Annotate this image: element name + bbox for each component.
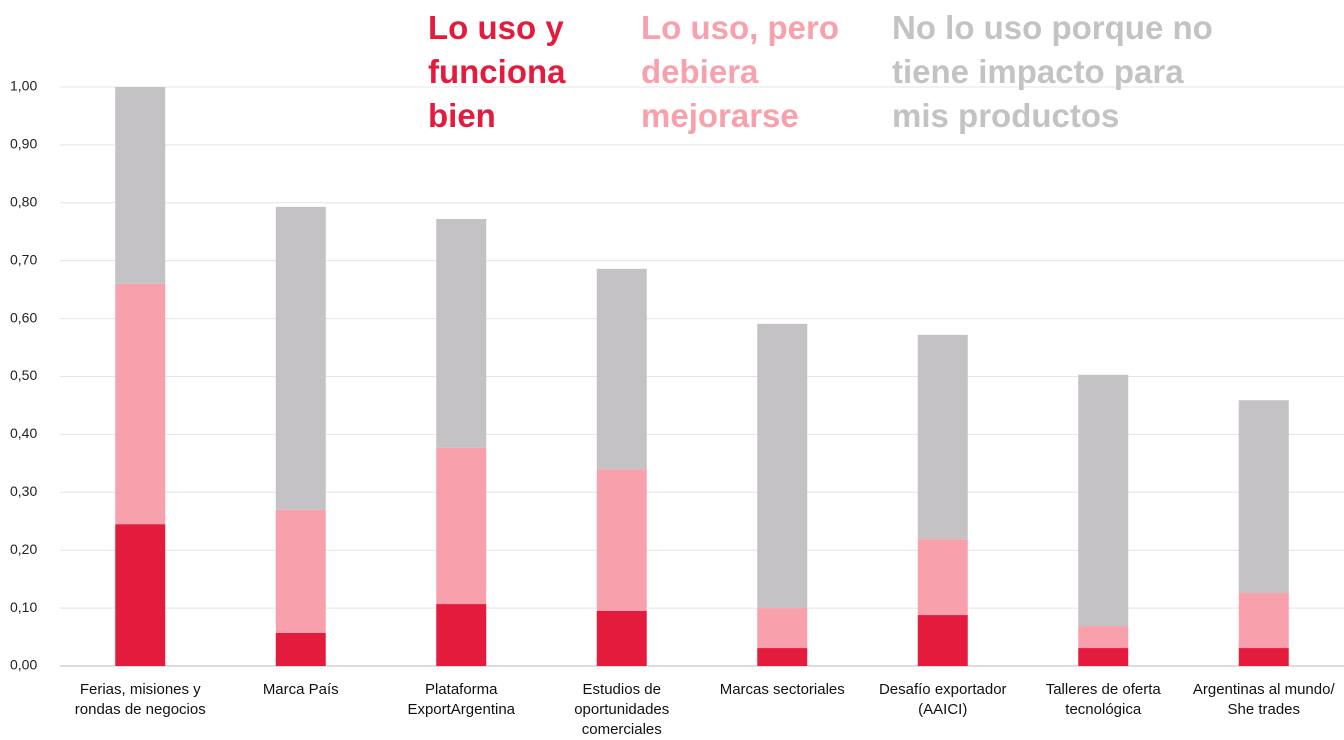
- bar-segment: [275, 509, 326, 633]
- bar-segment: [1238, 593, 1289, 649]
- x-tick-label: Desafío exportador (AAICI): [878, 681, 1007, 718]
- bar-segment: [1238, 400, 1289, 594]
- bar-segment: [1078, 374, 1129, 627]
- x-tick-label: Estudios de oportunidades comerciales: [574, 681, 670, 738]
- bar-segment: [275, 632, 326, 666]
- x-tick-label: Talleres de oferta tecnológica: [1045, 681, 1161, 718]
- bar-segment: [757, 323, 808, 609]
- y-tick-label: 0,10: [10, 599, 37, 615]
- bar-segment: [115, 283, 166, 525]
- bar-segment: [436, 219, 487, 448]
- bar-segment: [436, 447, 487, 605]
- y-tick-label: 0,50: [10, 367, 37, 383]
- y-tick-label: 1,00: [10, 78, 37, 94]
- x-tick-label: Argentinas al mundo/ She trades: [1192, 681, 1335, 718]
- bar-segment: [596, 268, 647, 470]
- y-tick-label: 0,80: [10, 194, 37, 210]
- bar-segment: [757, 648, 808, 666]
- bar-segment: [917, 615, 968, 666]
- y-tick-label: 0,70: [10, 251, 37, 267]
- bar-segment: [917, 539, 968, 616]
- x-tick-label: Marca País: [262, 681, 339, 698]
- y-tick-label: 0,60: [10, 309, 37, 325]
- bar-segment: [1078, 626, 1129, 649]
- bar-segment: [436, 604, 487, 666]
- bar-segment: [596, 610, 647, 666]
- bar-segment: [917, 334, 968, 540]
- y-tick-label: 0,20: [10, 541, 37, 557]
- legend-entry: No lo uso porque no tiene impacto para m…: [892, 9, 1213, 134]
- legend-entry: Lo uso, pero debiera mejorarse: [641, 9, 839, 134]
- bar-segment: [275, 206, 326, 510]
- x-tick-label: Plataforma ExportArgentina: [407, 681, 516, 718]
- bar-segment: [1238, 648, 1289, 666]
- bar-segment: [596, 469, 647, 611]
- x-tick-label: Marcas sectoriales: [719, 681, 845, 698]
- y-tick-label: 0,30: [10, 483, 37, 499]
- y-tick-label: 0,40: [10, 425, 37, 441]
- legend-entry: Lo uso y funciona bien: [428, 9, 566, 134]
- bar-segment: [1078, 648, 1129, 666]
- bar-segment: [115, 87, 166, 284]
- x-tick-label: Ferias, misiones y rondas de negocios: [74, 681, 206, 718]
- bar-segment: [757, 608, 808, 649]
- y-tick-label: 0,90: [10, 136, 37, 152]
- y-tick-label: 0,00: [10, 657, 37, 673]
- bar-segment: [115, 524, 166, 666]
